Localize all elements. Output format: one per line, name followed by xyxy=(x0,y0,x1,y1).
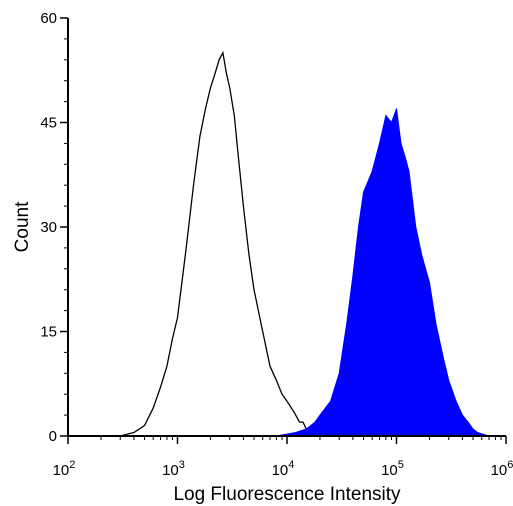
plot-area xyxy=(120,50,507,437)
y-tick-label: 45 xyxy=(40,115,57,132)
y-tick-label: 30 xyxy=(40,219,57,236)
x-axis-ticks: 102 103 104 105 106 xyxy=(53,436,513,479)
x-axis-title: Log Fluorescence Intensity xyxy=(173,484,401,505)
y-tick-label: 0 xyxy=(49,428,57,445)
x-tick-label: 106 xyxy=(491,459,513,479)
x-tick-label: 105 xyxy=(381,459,404,479)
y-tick-label: 60 xyxy=(40,10,57,27)
x-tick-label: 102 xyxy=(53,459,76,479)
y-axis-ticks: 0 15 30 45 60 xyxy=(40,10,68,445)
x-tick-label: 103 xyxy=(162,459,185,479)
x-tick-label: 104 xyxy=(272,459,295,479)
series-outline-histogram xyxy=(120,50,507,437)
y-axis-title: Count xyxy=(12,201,33,252)
series-filled-histogram xyxy=(276,108,490,437)
y-tick-label: 15 xyxy=(40,324,57,341)
